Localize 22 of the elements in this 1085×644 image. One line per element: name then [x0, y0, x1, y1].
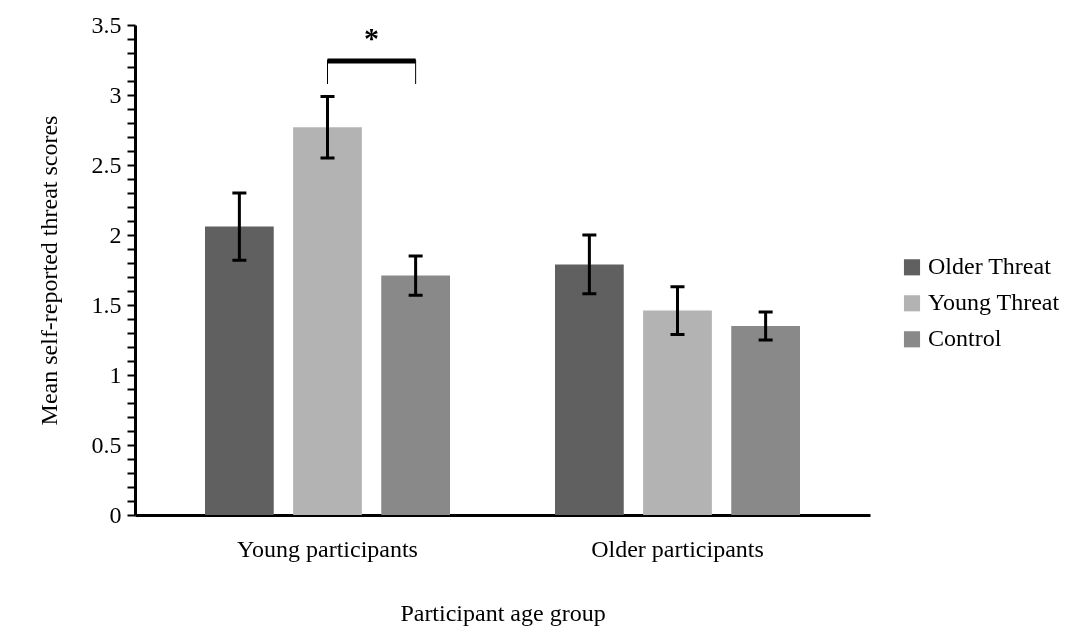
y-tick-label: 3 [109, 81, 122, 108]
bar [731, 326, 800, 515]
y-tick-label: 2.5 [91, 151, 122, 178]
x-tick-label: Young participants [237, 535, 418, 562]
x-tick-label: Older participants [591, 535, 764, 562]
bar [643, 310, 712, 515]
y-tick-label: 1 [109, 361, 122, 388]
x-axis-title: Participant age group [400, 599, 606, 626]
y-tick-label: 2 [109, 221, 122, 248]
bar [555, 264, 624, 515]
legend-label: Young Threat [928, 289, 1060, 316]
y-tick-label: 0 [109, 501, 122, 528]
annotation: * [364, 21, 380, 54]
y-axis-title: Mean self-reported threat scores [35, 115, 62, 426]
bar [381, 275, 450, 515]
legend-label: Older Threat [928, 253, 1052, 280]
y-tick-label: 0.5 [91, 431, 122, 458]
legend-label: Control [928, 325, 1002, 352]
y-tick-label: 3.5 [91, 11, 122, 38]
bar [205, 226, 274, 515]
y-tick-label: 1.5 [91, 291, 122, 318]
bar [293, 127, 362, 515]
